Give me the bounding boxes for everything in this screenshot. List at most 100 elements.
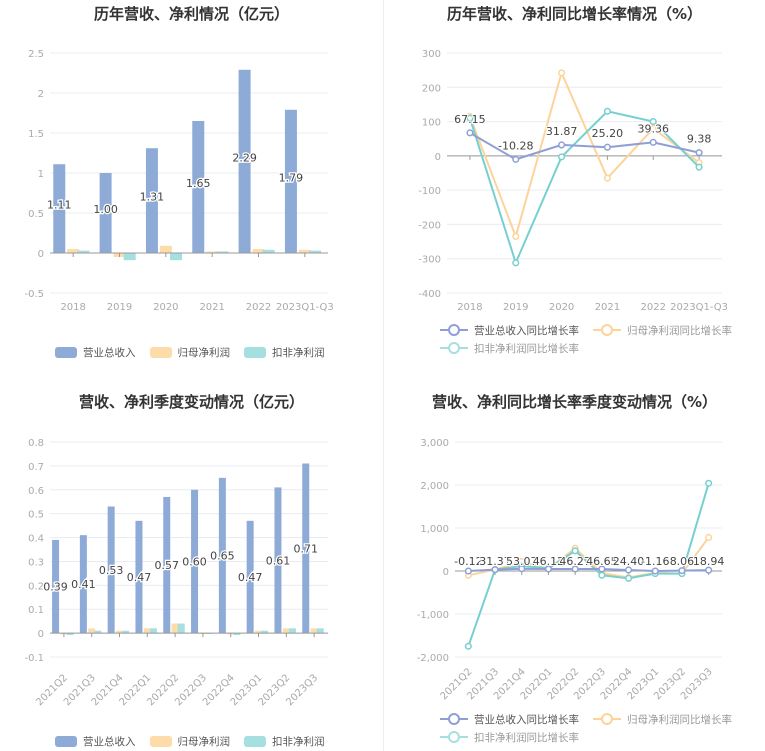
legend-label: 归母净利润同比增长率 <box>627 713 732 726</box>
bar[interactable] <box>170 253 183 261</box>
bar[interactable] <box>77 250 90 253</box>
bar[interactable] <box>316 628 324 634</box>
bar[interactable] <box>310 628 318 634</box>
series-line[interactable] <box>468 110 700 266</box>
data-point[interactable] <box>464 642 472 650</box>
bar[interactable] <box>123 253 136 261</box>
data-point[interactable] <box>705 533 713 542</box>
bar[interactable] <box>216 251 229 253</box>
data-point[interactable] <box>466 114 474 122</box>
legend-item-net-profit-growth[interactable]: 归母净利润同比增长率 <box>593 321 732 339</box>
data-point[interactable] <box>544 565 552 573</box>
legend-item-deducted-profit[interactable]: 扣非净利润 <box>244 343 325 361</box>
data-point[interactable] <box>651 567 659 575</box>
bar[interactable] <box>218 477 226 634</box>
bar[interactable] <box>284 109 297 253</box>
bar[interactable] <box>79 535 87 634</box>
legend-item-net-profit[interactable]: 归母净利润 <box>149 732 230 750</box>
bar[interactable] <box>206 251 219 253</box>
bar[interactable] <box>309 250 322 253</box>
bar[interactable] <box>246 520 254 634</box>
data-point[interactable] <box>705 566 713 574</box>
data-point[interactable] <box>466 129 474 137</box>
bar[interactable] <box>53 164 66 253</box>
series-line[interactable] <box>467 482 710 647</box>
data-point[interactable] <box>705 479 713 487</box>
bar[interactable] <box>298 249 311 253</box>
bar[interactable] <box>99 173 112 253</box>
data-point[interactable] <box>518 565 526 573</box>
bar[interactable] <box>135 520 143 634</box>
data-point[interactable] <box>512 232 520 240</box>
legend-item-revenue-growth[interactable]: 营业总收入同比增长率 <box>440 321 579 339</box>
data-point[interactable] <box>649 118 657 126</box>
data-point[interactable] <box>603 107 611 115</box>
bar[interactable] <box>238 69 251 253</box>
bar[interactable] <box>262 249 275 253</box>
bar[interactable] <box>252 249 265 253</box>
bar[interactable] <box>302 463 310 634</box>
legend-item-revenue[interactable]: 营业总收入 <box>55 732 136 750</box>
data-point[interactable] <box>695 149 703 157</box>
data-point[interactable] <box>598 571 606 579</box>
bar[interactable] <box>88 628 96 634</box>
data-point[interactable] <box>649 124 657 132</box>
legend-line-circle-icon <box>440 713 468 725</box>
data-point[interactable] <box>625 574 633 582</box>
bar[interactable] <box>171 623 179 634</box>
legend-item-deducted-profit-growth[interactable]: 扣非净利润同比增长率 <box>440 339 579 357</box>
bar[interactable] <box>107 506 115 634</box>
bar[interactable] <box>149 628 157 634</box>
data-point[interactable] <box>512 155 520 163</box>
bar[interactable] <box>145 148 158 253</box>
bar[interactable] <box>52 539 60 634</box>
bar[interactable] <box>94 630 102 634</box>
data-point[interactable] <box>464 567 472 575</box>
data-point[interactable] <box>571 565 579 573</box>
bar[interactable] <box>191 489 199 634</box>
data-point[interactable] <box>603 143 611 151</box>
legend-item-deducted-profit[interactable]: 扣非净利润 <box>244 732 325 750</box>
y-tick-label: 0.6 <box>28 486 44 497</box>
data-point[interactable] <box>603 174 611 182</box>
bar[interactable] <box>282 628 290 634</box>
bar[interactable] <box>116 630 123 634</box>
data-point[interactable] <box>625 566 633 574</box>
y-tick-label: 1 <box>38 169 44 180</box>
data-point[interactable] <box>678 567 686 575</box>
bar[interactable] <box>261 630 269 634</box>
bar[interactable] <box>67 249 80 253</box>
data-point[interactable] <box>571 547 579 555</box>
data-point[interactable] <box>491 566 499 574</box>
chart-title: 营收、净利同比增长率季度变动情况（%） <box>431 393 718 411</box>
legend-item-revenue-growth[interactable]: 营业总收入同比增长率 <box>440 710 579 728</box>
data-point[interactable] <box>512 259 520 267</box>
data-point[interactable] <box>598 565 606 573</box>
series-line[interactable] <box>468 567 709 573</box>
data-point[interactable] <box>558 69 566 77</box>
bar[interactable] <box>255 630 262 634</box>
series-line[interactable] <box>468 69 700 240</box>
y-tick-label: 3,000 <box>420 438 449 449</box>
data-point[interactable] <box>695 163 703 171</box>
data-label: 1.79 <box>279 171 304 184</box>
bar[interactable] <box>233 633 241 636</box>
data-point[interactable] <box>558 153 566 161</box>
chart-legend: 营业总收入 归母净利润 扣非净利润 <box>55 343 339 361</box>
data-point[interactable] <box>649 138 657 146</box>
legend-item-revenue[interactable]: 营业总收入 <box>55 343 136 361</box>
series-line[interactable] <box>469 131 700 161</box>
bar[interactable] <box>143 628 151 634</box>
bar[interactable] <box>288 628 296 634</box>
bar[interactable] <box>163 496 171 634</box>
bar[interactable] <box>122 630 130 634</box>
data-point[interactable] <box>558 141 566 149</box>
legend-item-net-profit[interactable]: 归母净利润 <box>149 343 230 361</box>
bar[interactable] <box>177 623 185 634</box>
bar[interactable] <box>192 121 205 253</box>
legend-item-deducted-profit-growth[interactable]: 扣非净利润同比增长率 <box>440 728 579 746</box>
bar[interactable] <box>66 633 74 636</box>
bar[interactable] <box>274 487 282 634</box>
bar[interactable] <box>159 245 172 253</box>
legend-item-net-profit-growth[interactable]: 归母净利润同比增长率 <box>593 710 732 728</box>
